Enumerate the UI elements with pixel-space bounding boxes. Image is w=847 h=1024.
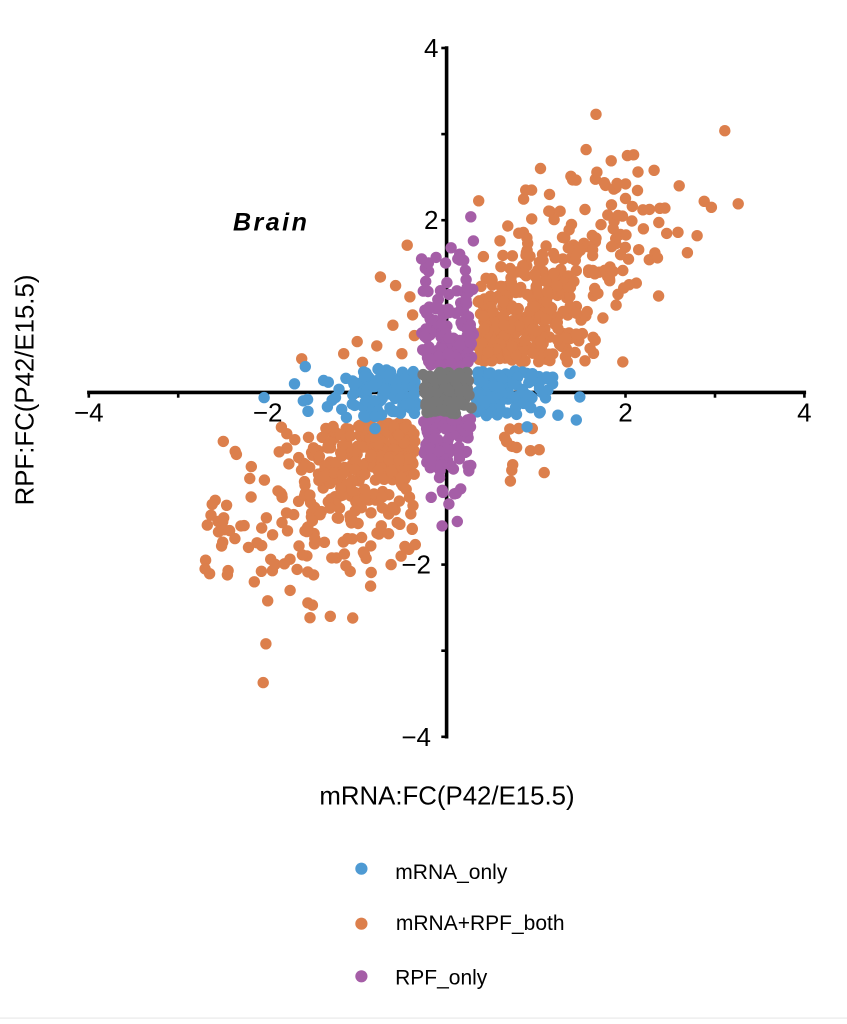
- svg-text:mRNA+RPF_both: mRNA+RPF_both: [396, 912, 565, 935]
- svg-text:−2: −2: [253, 397, 283, 427]
- svg-text:4: 4: [424, 33, 438, 63]
- svg-text:mRNA_only: mRNA_only: [395, 861, 508, 884]
- svg-text:−4: −4: [401, 722, 431, 752]
- svg-text:2: 2: [618, 397, 632, 427]
- svg-text:2: 2: [424, 205, 438, 235]
- svg-text:−4: −4: [74, 397, 104, 427]
- svg-text:RPF:FC(P42/E15.5): RPF:FC(P42/E15.5): [12, 275, 40, 506]
- svg-text:4: 4: [797, 397, 811, 427]
- svg-text:Brain: Brain: [233, 209, 309, 237]
- svg-text:RPF_only: RPF_only: [395, 966, 488, 989]
- svg-text:mRNA:FC(P42/E15.5): mRNA:FC(P42/E15.5): [319, 783, 574, 811]
